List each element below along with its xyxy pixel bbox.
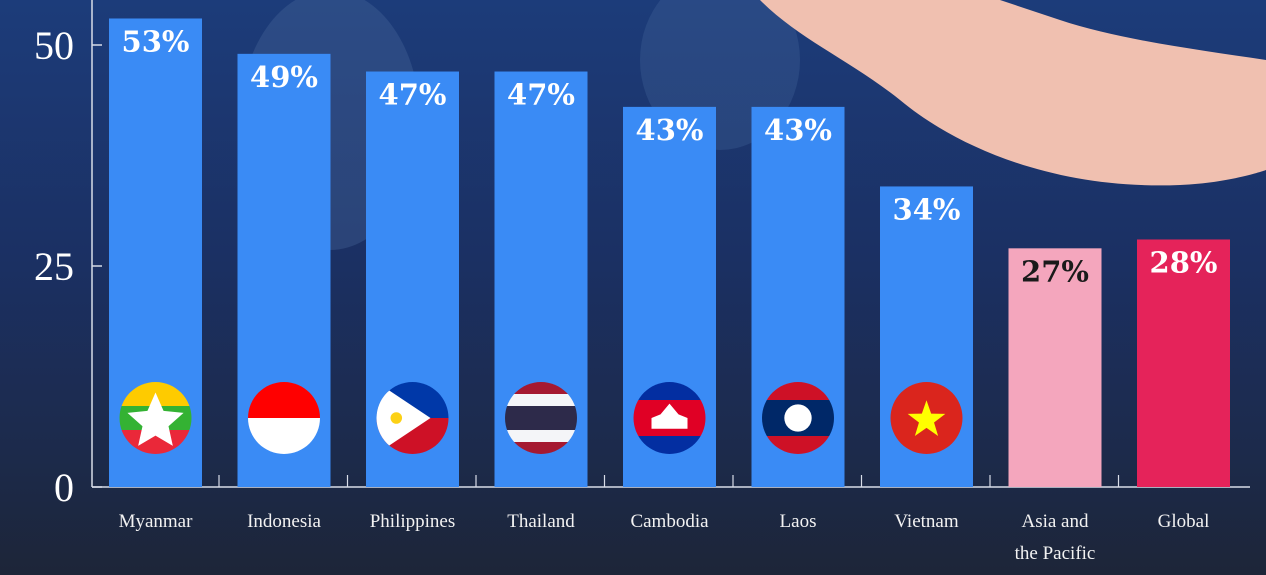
bar-group: 34% Vietnam (880, 186, 991, 532)
bar-group: 43% Laos (751, 106, 863, 532)
data-label: 53% (122, 24, 190, 58)
data-label: 27% (1021, 254, 1089, 288)
bar-group: 27% Asia and the Pacific (1008, 248, 1120, 564)
category-label: Laos (780, 511, 817, 532)
data-label: 43% (764, 113, 832, 147)
category-label: Asia and (1021, 511, 1089, 532)
y-tick-label: 25 (34, 244, 74, 289)
y-tick-label: 50 (34, 23, 74, 68)
bar-group: 53% Myanmar (109, 18, 220, 532)
data-label: 34% (893, 192, 961, 226)
bar-group: 43% Cambodia (623, 106, 734, 532)
laos-flag-icon (762, 382, 834, 454)
thailand-flag-icon (505, 382, 577, 454)
vietnam-flag-icon (890, 382, 963, 454)
data-label: 43% (636, 113, 704, 147)
category-label: Indonesia (247, 511, 321, 532)
data-label: 47% (507, 78, 575, 112)
category-label: Myanmar (119, 511, 194, 532)
bar (1137, 239, 1230, 487)
philippines-flag-icon (376, 382, 449, 454)
bar-group: 28% Global (1137, 239, 1230, 532)
category-label: the Pacific (1015, 543, 1096, 564)
category-label: Cambodia (630, 511, 709, 532)
category-label: Philippines (370, 511, 456, 532)
cambodia-flag-icon (633, 382, 706, 454)
data-label: 49% (250, 60, 318, 94)
data-label: 47% (379, 78, 447, 112)
bar-group: 49% Indonesia (237, 53, 349, 532)
category-label: Thailand (507, 511, 575, 532)
bar-group: 47% Philippines (366, 71, 477, 532)
bar-group: 47% Thailand (494, 71, 606, 532)
category-label: Vietnam (894, 511, 959, 532)
data-label: 28% (1150, 245, 1218, 279)
y-tick-label: 0 (54, 465, 74, 510)
hand-illustration (760, 0, 1266, 186)
myanmar-flag-icon (119, 382, 192, 454)
indonesia-flag-icon (248, 382, 320, 454)
category-label: Global (1158, 511, 1210, 532)
bar (1008, 248, 1102, 487)
